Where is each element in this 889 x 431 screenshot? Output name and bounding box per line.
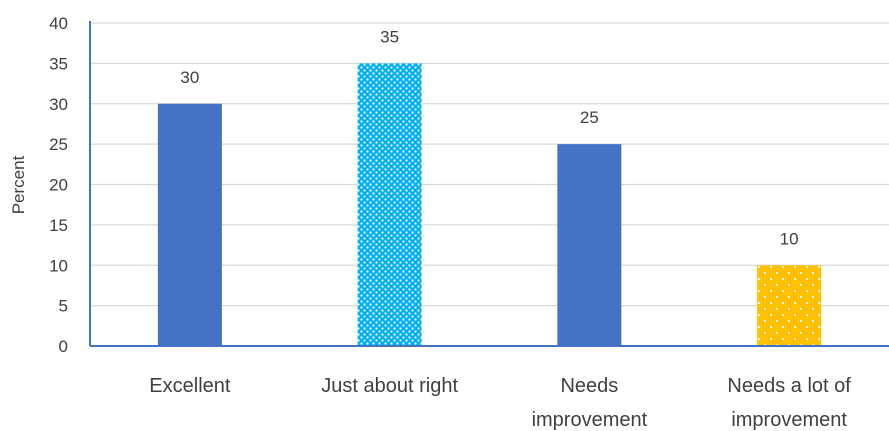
bars: [157, 63, 822, 346]
bar: [357, 63, 422, 346]
axes: [89, 21, 889, 347]
data-labels: 30 35 25 10: [180, 27, 798, 248]
x-category-label: improvement: [532, 409, 648, 431]
data-label: 35: [380, 27, 399, 46]
y-tick-labels: 0 5 10 15 20 25 30 35 40: [49, 14, 68, 356]
bar: [557, 144, 622, 346]
bar: [157, 103, 222, 346]
y-tick-label: 10: [49, 256, 68, 275]
data-label: 25: [580, 108, 599, 127]
data-label: 10: [780, 229, 799, 248]
y-tick-label: 35: [49, 54, 68, 73]
y-tick-label: 5: [59, 297, 68, 316]
y-tick-label: 40: [49, 14, 68, 33]
x-category-label: Needs a lot of: [727, 375, 851, 397]
y-tick-label: 15: [49, 216, 68, 235]
x-category-label: Excellent: [149, 375, 231, 397]
data-label: 30: [180, 68, 199, 87]
category-labels: Excellent Just about right Needs improvemen…: [149, 375, 851, 431]
x-category-label: Just about right: [321, 375, 458, 397]
x-category-label: Needs: [560, 375, 618, 397]
y-tick-label: 30: [49, 95, 68, 114]
y-tick-label: 25: [49, 135, 68, 154]
bar: [757, 265, 822, 346]
y-tick-label: 20: [49, 176, 68, 195]
y-axis-title: Percent: [9, 155, 28, 214]
gridlines: [90, 22, 889, 307]
y-tick-label: 0: [59, 337, 68, 356]
x-category-label: improvement: [731, 409, 847, 431]
